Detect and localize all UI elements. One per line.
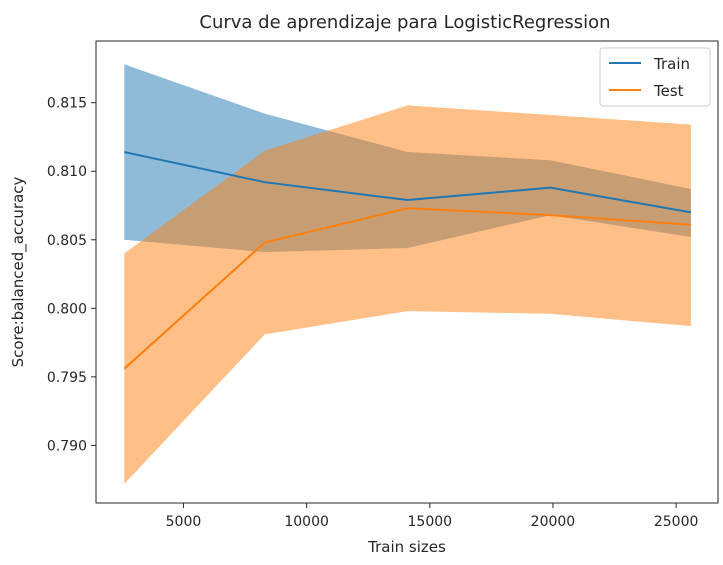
y-axis-label: Score:balanced_accuracy bbox=[9, 176, 28, 367]
x-axis: 5000 10000 15000 20000 25000 bbox=[166, 503, 699, 530]
x-tick-label: 25000 bbox=[654, 514, 699, 530]
y-tick-label: 0.815 bbox=[47, 96, 87, 112]
x-tick-label: 15000 bbox=[408, 514, 453, 530]
x-tick-label: 5000 bbox=[166, 514, 202, 530]
series-lines bbox=[123, 151, 692, 370]
x-axis-label: Train sizes bbox=[367, 538, 446, 556]
legend-label-train: Train bbox=[653, 55, 690, 73]
x-tick-label: 20000 bbox=[531, 514, 576, 530]
chart-title: Curva de aprendizaje para LogisticRegres… bbox=[199, 12, 610, 33]
plot-frame bbox=[95, 40, 719, 504]
series-line-train bbox=[124, 151, 692, 214]
y-tick-label: 0.795 bbox=[47, 370, 87, 386]
y-tick-label: 0.805 bbox=[47, 233, 87, 249]
band-test bbox=[124, 105, 691, 484]
y-axis: 0.790 0.795 0.800 0.805 0.810 0.815 bbox=[47, 96, 96, 454]
legend-label-test: Test bbox=[653, 82, 684, 100]
y-tick-label: 0.810 bbox=[47, 164, 87, 180]
y-tick-label: 0.790 bbox=[47, 438, 87, 454]
y-tick-label: 0.800 bbox=[47, 301, 87, 317]
legend: Train Test bbox=[599, 47, 711, 107]
series-line-test bbox=[123, 207, 691, 370]
confidence-bands bbox=[124, 64, 691, 484]
x-tick-label: 10000 bbox=[284, 514, 329, 530]
